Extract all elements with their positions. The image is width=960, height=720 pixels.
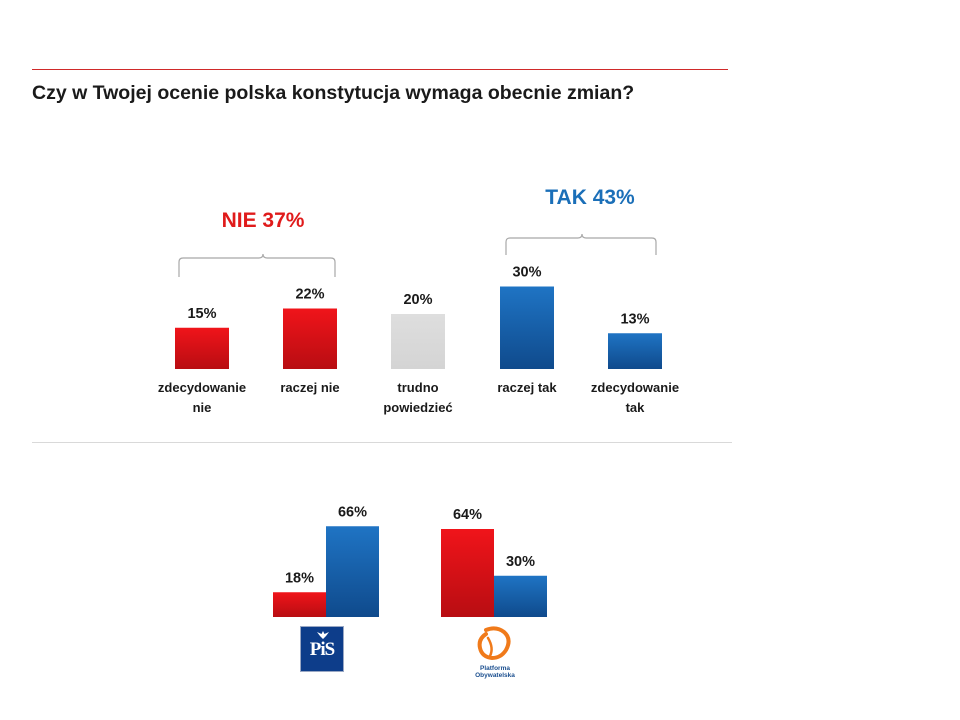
po-logo: Platforma Obywatelska xyxy=(475,626,515,679)
party-bar-1-2 xyxy=(326,526,379,617)
group-label-tak: TAK 43% xyxy=(545,186,635,209)
value-label-1: 15% xyxy=(187,306,216,322)
po-logo-text-line1: Platforma xyxy=(480,665,510,672)
pis-logo: PiS xyxy=(300,626,344,672)
party-bar-2-2 xyxy=(494,575,547,617)
party-bar-1-1 xyxy=(273,592,326,617)
pis-logo-text: PiS xyxy=(309,639,335,660)
chart-overall-opinions: 15% zdecydowanie nie 22% raczej nie 20% trudno… xyxy=(158,265,679,416)
category-label-5: zdecydowanie tak xyxy=(591,380,679,415)
party-value-label-1-2: 66% xyxy=(338,504,367,520)
party-value-label-2-2: 30% xyxy=(506,554,535,570)
category-label-3: trudno powiedzieć xyxy=(383,380,452,415)
bracket-tak xyxy=(505,233,657,255)
party-value-label-1-1: 18% xyxy=(285,570,314,586)
bracket-nie xyxy=(178,253,336,277)
section-divider xyxy=(32,442,732,443)
party-bar-2-1 xyxy=(441,529,494,617)
eagle-icon xyxy=(317,631,329,639)
category-label-1: zdecydowanie nie xyxy=(158,380,246,415)
bar-2 xyxy=(283,308,337,369)
chart-party-comparison: 18% 66% 64% 30% xyxy=(273,504,547,617)
top-red-rule xyxy=(32,69,728,70)
category-label-2: raczej nie xyxy=(280,380,339,395)
group-label-nie: NIE 37% xyxy=(221,209,305,232)
bar-1 xyxy=(175,327,229,369)
value-label-3: 20% xyxy=(403,292,432,308)
po-logo-text-line2: Obywatelska xyxy=(475,672,515,679)
po-logo-heart-icon xyxy=(477,626,511,661)
question-title: Czy w Twojej ocenie polska konstytucja w… xyxy=(32,82,635,104)
bar-3 xyxy=(391,314,445,369)
value-label-2: 22% xyxy=(295,287,324,303)
value-label-5: 13% xyxy=(620,311,649,327)
party-value-label-2-1: 64% xyxy=(453,507,482,523)
bar-5 xyxy=(608,333,662,369)
value-label-4: 30% xyxy=(512,265,541,281)
bar-4 xyxy=(500,286,554,369)
category-label-4: raczej tak xyxy=(497,380,557,395)
